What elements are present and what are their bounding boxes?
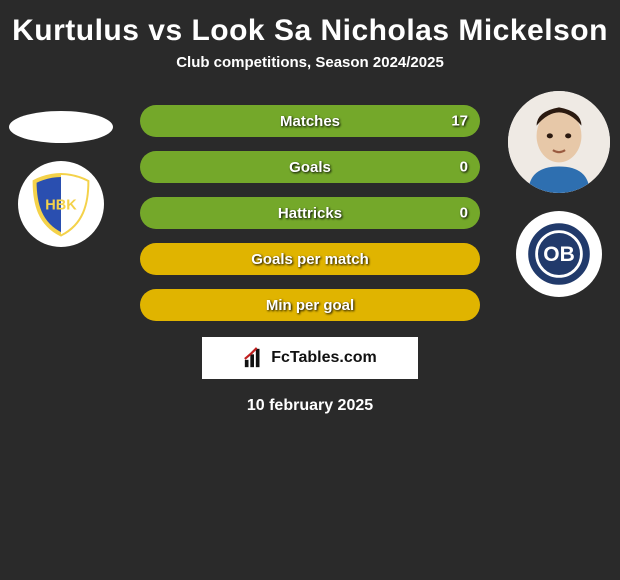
stat-row: Hattricks 0 (140, 197, 480, 229)
player-face-icon (508, 91, 610, 193)
bar-chart-icon (243, 347, 265, 369)
player-photo-right (508, 91, 610, 193)
stat-label: Hattricks (278, 205, 342, 222)
left-player-column: HBK (6, 91, 116, 247)
stat-value-right: 17 (451, 113, 468, 130)
team-logo-left: HBK (18, 161, 104, 247)
stat-row: Goals 0 (140, 151, 480, 183)
date-text: 10 february 2025 (0, 397, 620, 415)
hbk-shield-icon: HBK (28, 171, 94, 237)
attribution-text: FcTables.com (271, 349, 377, 367)
stat-row: Min per goal (140, 289, 480, 321)
stat-row: Goals per match (140, 243, 480, 275)
subtitle: Club competitions, Season 2024/2025 (0, 54, 620, 91)
stat-value-right: 0 (460, 159, 468, 176)
team-logo-right: OB (516, 211, 602, 297)
svg-text:HBK: HBK (45, 197, 77, 213)
stats-list: Matches 17 Goals 0 Hattricks 0 Goals per match… (140, 91, 480, 321)
stat-label: Min per goal (266, 297, 354, 314)
comparison-panel: HBK OB Matches17Goals0Hattric (0, 91, 620, 415)
page-title: Kurtulus vs Look Sa Nicholas Mickelson (0, 0, 620, 54)
ob-badge-icon: OB (524, 219, 594, 289)
svg-text:OB: OB (543, 243, 575, 266)
stat-value-right: 0 (460, 205, 468, 222)
right-player-column: OB (504, 91, 614, 297)
attribution-badge: FcTables.com (202, 337, 418, 379)
stat-label: Goals (289, 159, 331, 176)
player-photo-left (9, 111, 113, 143)
stat-row: Matches 17 (140, 105, 480, 137)
stat-label: Matches (280, 113, 340, 130)
stat-label: Goals per match (251, 251, 369, 268)
